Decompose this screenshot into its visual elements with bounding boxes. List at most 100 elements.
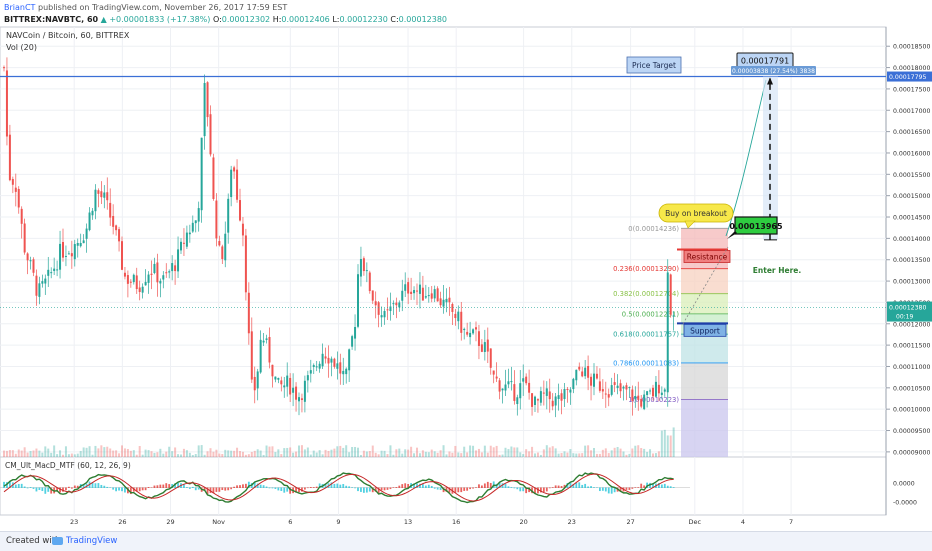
candlesticks — [3, 57, 675, 418]
macd-histogram-bar — [563, 484, 566, 488]
candle-body — [380, 315, 383, 318]
candle-body — [654, 381, 657, 397]
price-axis[interactable]: 0.00018500 0.00018000 0.00017500 0.00017000… — [886, 44, 932, 507]
candle-body — [44, 278, 47, 284]
volume-bar — [501, 454, 504, 457]
volume-bar — [244, 454, 247, 457]
drawings[interactable]: Resistance Support — [0, 75, 886, 337]
macd-histogram-bar — [569, 482, 572, 488]
macd-histogram-bar — [265, 486, 268, 488]
macd-histogram-bar — [427, 484, 430, 488]
macd-histogram-bar — [637, 487, 640, 488]
volume-bar — [88, 446, 91, 457]
macd-histogram-bar — [309, 487, 312, 488]
volume-bar — [253, 450, 256, 457]
candle-body — [480, 344, 483, 352]
candle-body — [118, 229, 121, 242]
macd-histogram-bar — [601, 487, 604, 491]
volume-bar — [357, 447, 359, 457]
candle-body — [389, 306, 392, 312]
fib-level-label: 1(0.00010223) — [628, 396, 679, 404]
candle-body — [336, 363, 339, 369]
volume-bar — [268, 446, 271, 457]
macd-histogram-bar — [156, 485, 159, 488]
volume-bar — [652, 453, 654, 457]
candle-body — [534, 396, 536, 405]
candle-body — [436, 288, 439, 302]
macd-histogram-bar — [147, 487, 150, 488]
candle-body — [672, 315, 675, 317]
volume-bar — [82, 447, 85, 457]
macd-histogram-bar — [194, 487, 197, 491]
volume-bar — [616, 447, 619, 457]
volume-bar — [601, 449, 604, 457]
volume-bar — [29, 450, 32, 457]
fib-zone — [681, 293, 728, 314]
tradingview-link[interactable]: TradingView — [66, 536, 118, 546]
support-label-box[interactable] — [683, 323, 727, 337]
resistance-label-box[interactable] — [683, 250, 731, 263]
candle-body — [156, 262, 159, 283]
macd-histogram-bar — [463, 487, 466, 491]
macd-histogram-bar — [106, 486, 109, 488]
time-axis[interactable]: 23 26 29 Nov 6 9 13 16 20 23 27 Dec 4 7 — [70, 518, 793, 526]
macd-histogram-bar — [407, 484, 410, 488]
candle-body — [259, 339, 262, 373]
candle-body — [100, 191, 103, 198]
volume-bar — [545, 445, 548, 457]
candle-body — [241, 223, 244, 236]
volume-bar — [504, 447, 507, 457]
macd-histogram-bar — [197, 487, 200, 490]
macd-histogram-bar — [457, 487, 460, 493]
candle-body — [454, 313, 457, 319]
candle-body — [283, 385, 286, 388]
buy-callout[interactable] — [658, 203, 734, 223]
macd-histogram-bar — [283, 487, 286, 493]
candle-body — [165, 272, 168, 274]
volume-bar — [159, 448, 162, 457]
volume-bar — [584, 445, 587, 457]
macd-histogram-bar — [439, 487, 442, 491]
ohlc-line: BITTREX:NAVBTC, 60 ▲ +0.00001833 (+17.38… — [4, 15, 447, 24]
volume-bar — [44, 446, 47, 457]
fib-zone — [681, 399, 728, 457]
volume-bar — [654, 453, 657, 457]
macd-histogram-bar — [259, 484, 262, 488]
macd-histogram-bar — [315, 486, 318, 488]
volume-bar — [451, 452, 454, 457]
candle-body — [607, 394, 610, 398]
macd-histogram-bar — [330, 482, 333, 488]
candle-body — [97, 190, 100, 194]
candle-body — [333, 358, 336, 367]
macd-histogram-bar — [118, 487, 120, 491]
entry-price-box[interactable] — [734, 216, 778, 235]
candle-body — [669, 274, 672, 315]
volume-bar — [560, 453, 563, 457]
macd-histogram-bar — [392, 487, 395, 488]
volume-bar — [548, 447, 551, 457]
publisher-username[interactable]: BrianCT — [4, 3, 36, 12]
candle-body — [445, 298, 448, 303]
macd-histogram-bar — [596, 487, 598, 489]
macd-tick-label: 0.0000 — [893, 481, 915, 488]
volume-bar — [551, 446, 554, 457]
macd-histogram-bar — [121, 487, 123, 492]
tradingview-logo-icon[interactable] — [52, 537, 63, 545]
candle-body — [548, 391, 551, 400]
volume-bar — [354, 446, 357, 457]
macd-histogram-bar — [578, 482, 581, 488]
volume-bar — [135, 454, 138, 457]
volume-bar — [448, 451, 451, 457]
volume-bar — [300, 445, 303, 457]
chart-area[interactable]: 0(0.00014236) 0.236(0.00013290) 0.382(0.00… — [0, 0, 932, 531]
price-target-box[interactable] — [626, 56, 682, 74]
candle-body — [244, 235, 247, 293]
volume-bar — [672, 427, 675, 457]
macd-histogram-bar — [486, 481, 489, 488]
volume-bar — [265, 445, 268, 457]
candle-body — [79, 242, 82, 247]
volume-bar — [348, 452, 351, 457]
volume-bar — [660, 430, 663, 457]
volume-bar — [203, 454, 206, 457]
volume-bar — [283, 448, 286, 457]
